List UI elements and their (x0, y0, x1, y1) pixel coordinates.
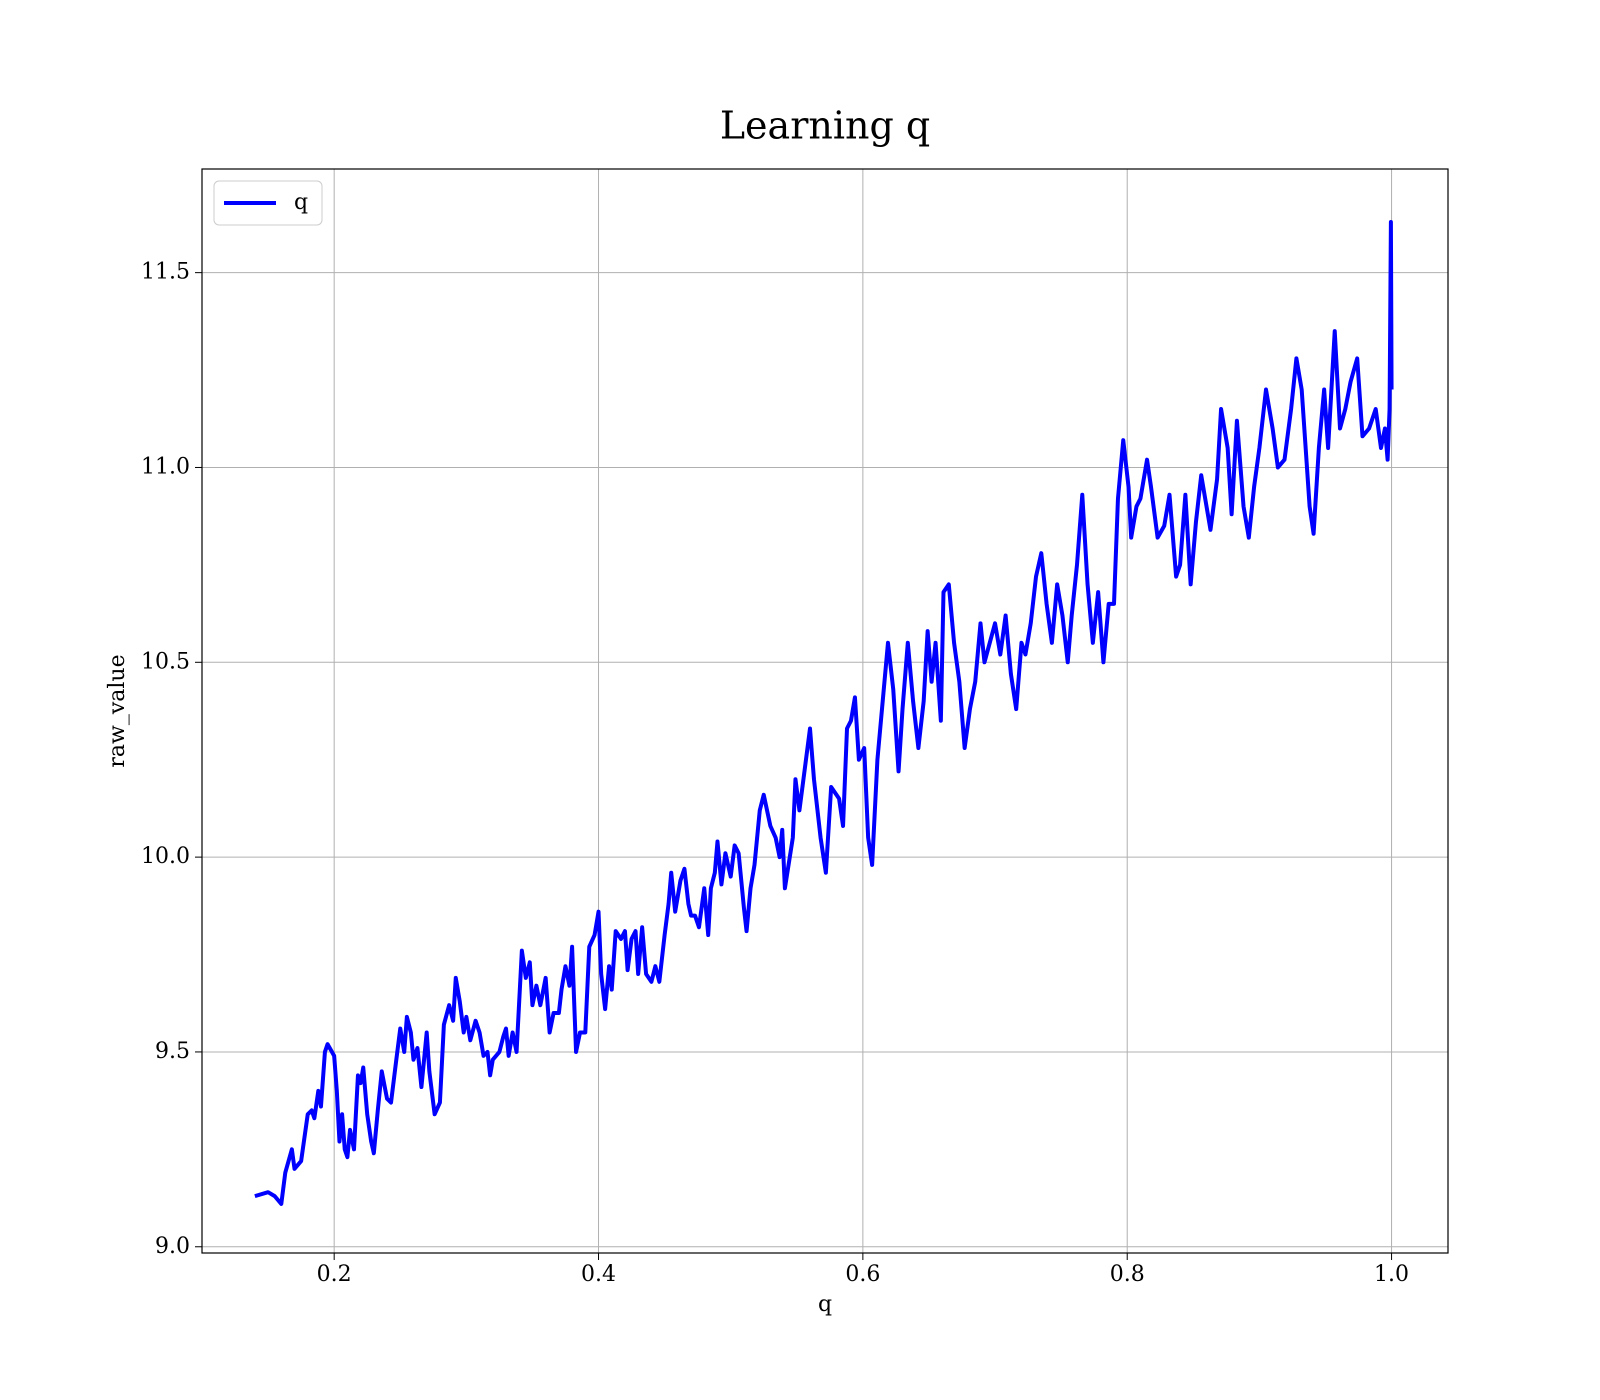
y-tick-label: 10.0 (141, 844, 190, 869)
chart-title: Learning q (720, 104, 930, 148)
x-tick-label: 0.8 (1110, 1262, 1145, 1287)
y-axis-label: raw_value (105, 654, 130, 767)
y-tick-label: 9.5 (155, 1039, 190, 1064)
y-tick-label: 10.5 (141, 649, 190, 674)
x-tick-label: 0.4 (581, 1262, 616, 1287)
x-tick-label: 0.2 (317, 1262, 352, 1287)
x-tick-label: 1.0 (1374, 1262, 1409, 1287)
y-tick-label: 11.5 (141, 260, 190, 285)
x-tick-label: 0.6 (845, 1262, 880, 1287)
data-line (254, 219, 1394, 1206)
x-axis-label: q (818, 1292, 832, 1317)
y-tick-label: 11.0 (141, 454, 190, 479)
y-tick-label: 9.0 (155, 1234, 190, 1259)
plot-frame (201, 168, 1449, 1254)
legend-label: q (294, 190, 308, 215)
